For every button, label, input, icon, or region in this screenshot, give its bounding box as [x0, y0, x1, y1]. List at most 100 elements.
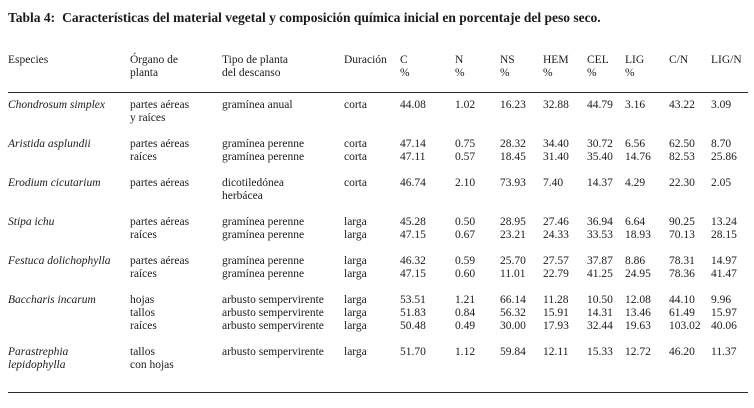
cell-line: 53.51: [400, 294, 426, 306]
column-header-hem: HEM%: [543, 54, 587, 93]
species-cell: Erodium cicutarium: [8, 177, 130, 216]
value-cell-cn: 43.22: [669, 93, 711, 139]
cell-line: larga: [344, 320, 367, 332]
cell-line: tallos: [130, 307, 155, 319]
cell-line: 18.45: [500, 151, 526, 163]
cell-line: 66.14: [500, 294, 526, 306]
column-header-organo: Órgano de planta: [130, 54, 222, 93]
cell-line: 8.86: [625, 255, 646, 267]
cell-line: gramínea perenne: [222, 216, 305, 228]
cell-line: 30.00: [500, 320, 526, 332]
cell-line: 51.83: [400, 307, 426, 319]
cell-line: 61.49: [669, 307, 695, 319]
organo-cell: partes aéreas y raíces: [130, 93, 222, 139]
cell-line: dicotiledónea: [222, 177, 284, 189]
duracion-cell: corta: [344, 177, 400, 216]
column-header-duracion: Duración: [344, 54, 400, 93]
cell-line: 7.40: [543, 177, 564, 189]
organo-cell: hojas tallos raíces: [130, 294, 222, 346]
value-cell-lign: 9.96 15.97 40.06: [711, 294, 748, 346]
cell-line: Órgano de: [130, 54, 179, 66]
cell-line: 0.59: [455, 255, 476, 267]
cell-line: gramínea perenne: [222, 255, 305, 267]
cell-line: Festuca dolichophylla: [8, 255, 111, 267]
species-group-row: Festuca dolichophylla partes aéreas raíces…: [8, 255, 748, 294]
cell-line: 47.15: [400, 229, 426, 241]
tipo-cell: gramínea perenne gramínea perenne: [222, 216, 344, 255]
cell-line: 13.24: [711, 216, 737, 228]
cell-line: 56.32: [500, 307, 526, 319]
cell-line: 59.84: [500, 346, 526, 358]
cell-line: 11.28: [543, 294, 569, 306]
cell-line: arbusto sempervirente: [222, 294, 324, 306]
cell-line: larga: [344, 255, 367, 267]
cell-line: 47.11: [400, 151, 426, 163]
cell-line: 47.15: [400, 268, 426, 280]
cell-line: N: [455, 54, 464, 66]
duracion-cell: corta corta: [344, 138, 400, 177]
value-cell-c: 53.51 51.83 50.48: [400, 294, 455, 346]
duracion-cell: larga: [344, 346, 400, 393]
cell-line: 62.50: [669, 138, 695, 150]
cell-line: larga: [344, 294, 367, 306]
duracion-cell: larga larga: [344, 216, 400, 255]
cell-line: 0.67: [455, 229, 476, 241]
cell-line: 46.20: [669, 346, 695, 358]
cell-line: 45.28: [400, 216, 426, 228]
value-cell-ns: 28.95 23.21: [500, 216, 543, 255]
cell-line: 6.64: [625, 216, 646, 228]
table-number-label: Tabla 4:: [8, 10, 56, 25]
cell-line: partes aéreas: [130, 138, 190, 150]
cell-line: 1.12: [455, 346, 476, 358]
cell-line: con hojas: [130, 359, 174, 371]
species-cell: Parastrephia lepidophylla: [8, 346, 130, 393]
value-cell-c: 44.08: [400, 93, 455, 139]
cell-line: 3.09: [711, 99, 732, 111]
cell-line: %: [587, 67, 597, 79]
value-cell-cn: 44.10 61.49 103.02: [669, 294, 711, 346]
cell-line: arbusto sempervirente: [222, 320, 324, 332]
cell-line: 44.08: [400, 99, 426, 111]
tipo-cell: gramínea perenne gramínea perenne: [222, 255, 344, 294]
species-group-row: Chondrosum simplex partes aéreas y raíces g…: [8, 93, 748, 139]
value-cell-cn: 62.50 82.53: [669, 138, 711, 177]
cell-line: gramínea perenne: [222, 151, 305, 163]
cell-line: 9.96: [711, 294, 732, 306]
organo-cell: partes aéreas raíces: [130, 138, 222, 177]
cell-line: Stipa ichu: [8, 216, 55, 228]
cell-line: 23.21: [500, 229, 526, 241]
cell-line: 3.16: [625, 99, 646, 111]
cell-line: 30.72: [587, 138, 613, 150]
cell-line: 22.79: [543, 268, 569, 280]
tipo-cell: gramínea anual: [222, 93, 344, 139]
cell-line: 34.40: [543, 138, 569, 150]
cell-line: 103.02: [669, 320, 701, 332]
cell-line: 28.95: [500, 216, 526, 228]
value-cell-lign: 8.70 25.86: [711, 138, 748, 177]
cell-line: Erodium cicutarium: [8, 177, 101, 189]
value-cell-cel: 10.50 14.31 32.44: [587, 294, 625, 346]
cell-line: 12.11: [543, 346, 569, 358]
cell-line: 51.70: [400, 346, 426, 358]
cell-line: corta: [344, 151, 367, 163]
cell-line: 24.33: [543, 229, 569, 241]
cell-line: 8.70: [711, 138, 732, 150]
cell-line: LIG: [625, 54, 645, 66]
cell-line: raíces: [130, 320, 157, 332]
cell-line: 14.31: [587, 307, 613, 319]
value-cell-lign: 3.09: [711, 93, 748, 139]
cell-line: 15.91: [543, 307, 569, 319]
value-cell-n: 1.02: [455, 93, 500, 139]
cell-line: 12.08: [625, 294, 651, 306]
species-group-row: Parastrephia lepidophylla tallos con hojas a…: [8, 346, 748, 393]
cell-line: 16.23: [500, 99, 526, 111]
cell-line: CEL: [587, 54, 609, 66]
value-cell-ns: 59.84: [500, 346, 543, 393]
species-group-row: Erodium cicutarium partes aéreas dicotiled…: [8, 177, 748, 216]
cell-line: 0.75: [455, 138, 476, 150]
cell-line: larga: [344, 307, 367, 319]
value-cell-cn: 46.20: [669, 346, 711, 393]
cell-line: 32.88: [543, 99, 569, 111]
cell-line: 19.63: [625, 320, 651, 332]
column-header-n: N%: [455, 54, 500, 93]
